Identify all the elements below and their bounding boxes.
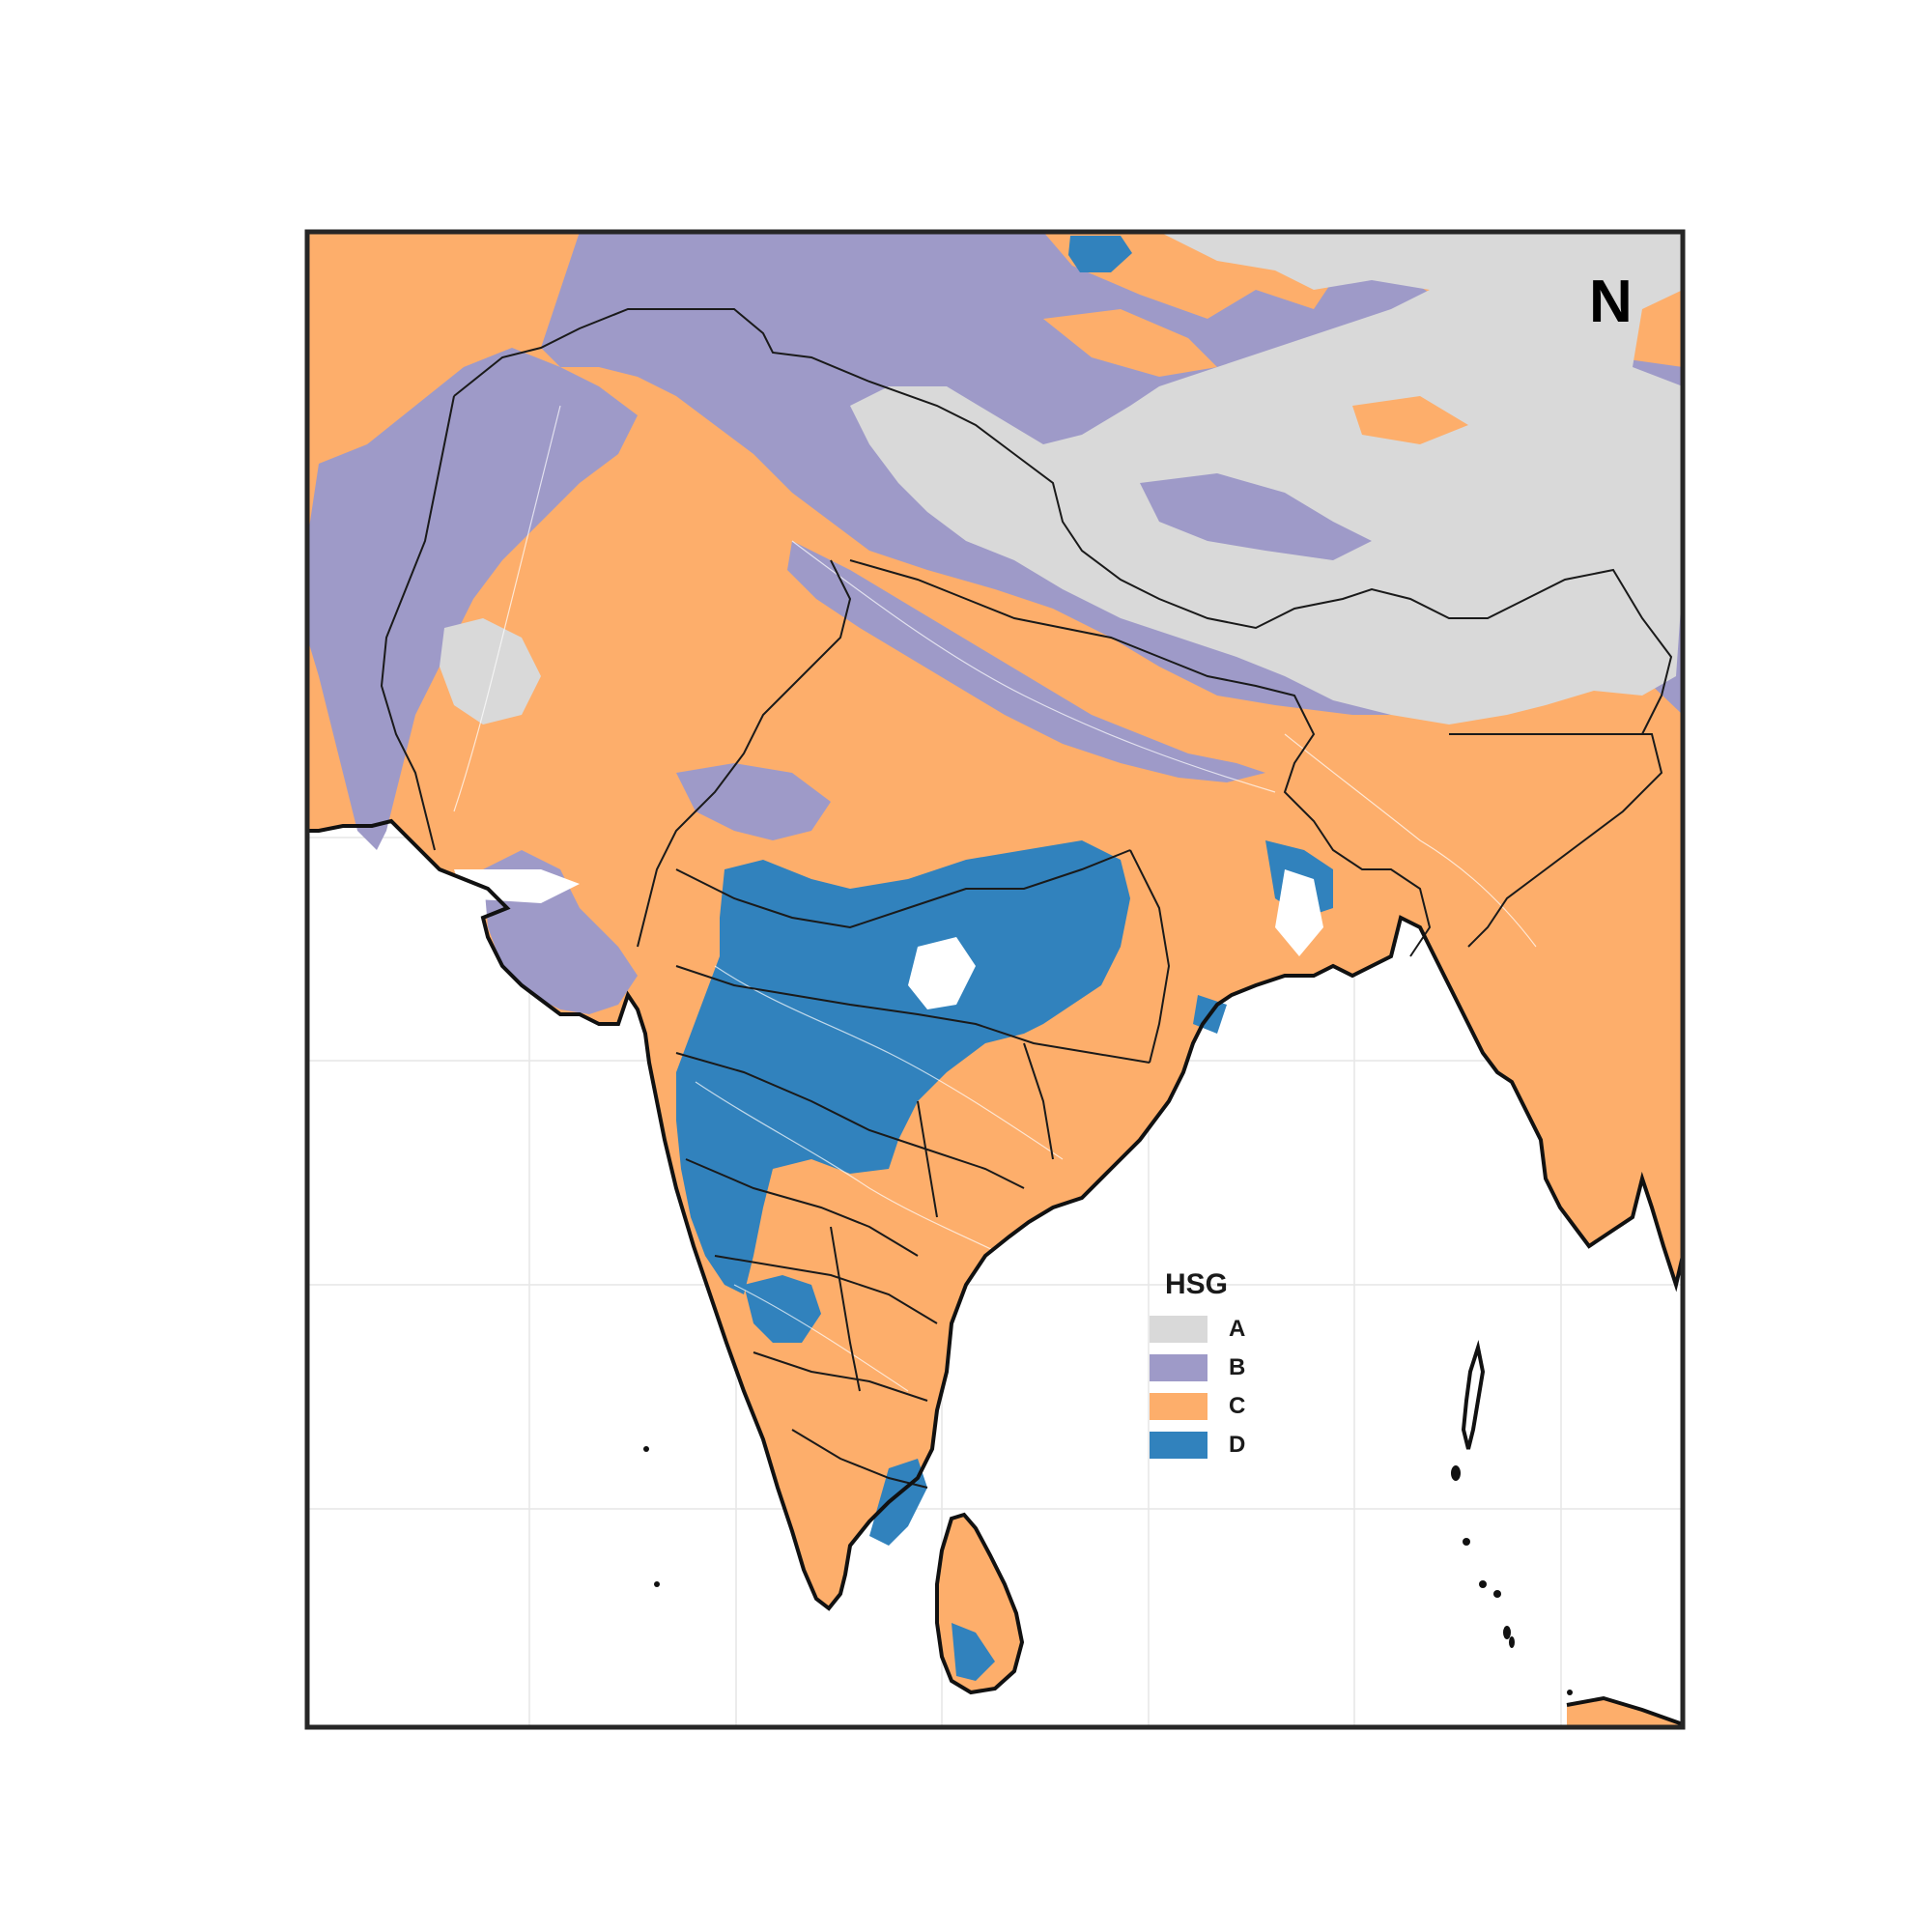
region-b-indus (307, 348, 638, 850)
north-arrow-label: N (1589, 269, 1633, 335)
legend-item-d: D (1150, 1432, 1245, 1459)
region-d-deccan-south (744, 1275, 821, 1343)
region-d-deccan (676, 840, 1130, 1294)
region-d-sri-lanka (952, 1623, 995, 1681)
legend-title: HSG (1165, 1268, 1229, 1300)
legend-label-c: C (1229, 1393, 1246, 1419)
coastline (307, 818, 1683, 1726)
legend-label-a: A (1229, 1316, 1246, 1342)
legend-item-c: C (1150, 1393, 1245, 1420)
region-b-ganges (787, 541, 1265, 782)
region-a-thar (440, 618, 541, 724)
river-network (453, 405, 1537, 1392)
legend-item-a: A (1150, 1316, 1245, 1343)
islands (643, 1446, 1573, 1695)
legend-swatch-b (1150, 1354, 1208, 1381)
no-data-patch (454, 869, 580, 903)
region-d-lake (1068, 236, 1132, 272)
land-sumatra (1567, 1698, 1683, 1727)
region-b-central (676, 763, 831, 840)
legend-item-b: B (1150, 1354, 1245, 1381)
legend-swatch-a (1150, 1316, 1208, 1343)
region-c-patch (1043, 309, 1217, 377)
legend-label-b: B (1229, 1354, 1246, 1380)
legend-label-d: D (1229, 1432, 1246, 1458)
region-c-patch (1352, 396, 1468, 444)
no-data-patch (1275, 869, 1323, 956)
no-data-patch (908, 937, 976, 1009)
region-a-tibet (850, 232, 1683, 724)
region-b-patch (1140, 473, 1372, 560)
legend-swatch-d (1150, 1432, 1208, 1459)
admin-boundaries (380, 308, 1673, 1489)
legend-swatch-c (1150, 1393, 1208, 1420)
map-frame (304, 229, 1686, 1730)
